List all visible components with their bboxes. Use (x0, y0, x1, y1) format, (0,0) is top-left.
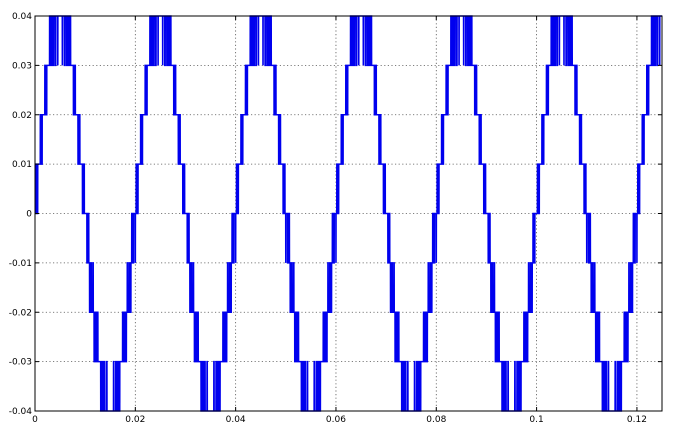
x-tick-label-2: 0.04 (226, 415, 246, 425)
y-axis-ticks: -0.04 -0.03 -0.02 -0.01 0 0.01 0.02 0.03 0.04 (9, 12, 662, 417)
grid-lines (35, 16, 662, 411)
y-tick-label-8: 0.04 (12, 12, 32, 22)
x-tick-label-0: 0 (32, 415, 38, 425)
x-tick-label-3: 0.06 (326, 415, 346, 425)
x-tick-label-1: 0.02 (125, 415, 145, 425)
y-tick-label-0: -0.04 (9, 407, 33, 417)
y-tick-label-4: 0 (26, 210, 32, 220)
y-tick-label-6: 0.02 (12, 111, 32, 121)
y-tick-label-1: -0.03 (9, 358, 32, 368)
x-tick-label-6: 0.12 (627, 415, 647, 425)
y-tick-label-3: -0.01 (9, 259, 32, 269)
y-tick-label-2: -0.02 (9, 308, 32, 318)
x-axis-ticks: 0 0.02 0.04 0.06 0.08 0.1 0.12 (32, 16, 647, 425)
y-tick-label-5: 0.01 (12, 160, 32, 170)
x-tick-label-4: 0.08 (426, 415, 446, 425)
x-tick-label-5: 0.1 (529, 415, 543, 425)
y-tick-label-7: 0.03 (12, 61, 32, 71)
